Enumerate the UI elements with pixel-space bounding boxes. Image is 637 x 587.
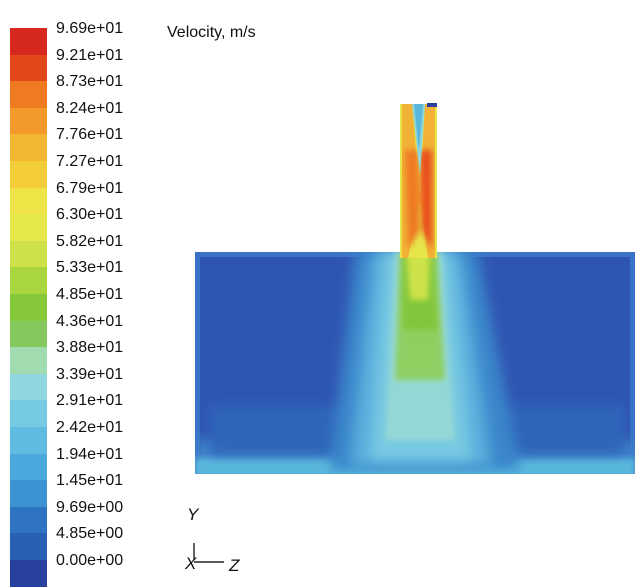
legend-tick-label: 3.88e+01 bbox=[56, 339, 124, 357]
legend-swatch bbox=[10, 28, 47, 56]
legend-tick-label: 5.33e+01 bbox=[56, 259, 124, 277]
legend-swatch bbox=[10, 187, 47, 215]
tank-domain bbox=[195, 252, 635, 474]
legend-tick-label: 6.30e+01 bbox=[56, 206, 124, 224]
legend-swatch bbox=[10, 161, 47, 189]
legend-tick-label: 0.00e+00 bbox=[56, 552, 124, 569]
velocity-title: Velocity, m/s bbox=[167, 24, 256, 41]
legend-tick-label: 1.94e+01 bbox=[56, 445, 124, 463]
legend-tick-label: 7.27e+01 bbox=[56, 153, 124, 170]
axis-triad bbox=[193, 543, 224, 563]
legend-swatch bbox=[10, 506, 47, 534]
nozzle-jet bbox=[400, 104, 437, 258]
legend-tick-label: 9.69e+00 bbox=[56, 498, 124, 516]
legend-swatch bbox=[10, 320, 47, 348]
legend-tick-label: 9.21e+01 bbox=[56, 46, 124, 64]
nozzle-lip bbox=[427, 103, 437, 107]
legend-swatch bbox=[10, 240, 47, 268]
legend-swatch bbox=[10, 294, 47, 322]
legend-swatch bbox=[10, 347, 47, 375]
legend-swatch bbox=[10, 373, 47, 401]
legend-swatch bbox=[10, 81, 47, 109]
legend-swatch bbox=[10, 453, 47, 481]
legend-tick-label: 4.36e+01 bbox=[56, 312, 124, 330]
legend-tick-label: 5.82e+01 bbox=[56, 232, 124, 250]
legend-swatch bbox=[10, 480, 47, 508]
legend-swatch bbox=[10, 107, 47, 135]
axis-x-label: X bbox=[185, 554, 197, 573]
legend-swatch bbox=[10, 533, 47, 561]
legend-swatch bbox=[10, 54, 47, 82]
legend-tick-label: 8.24e+01 bbox=[56, 99, 124, 117]
legend-tick-label: 4.85e+00 bbox=[56, 525, 124, 543]
legend-tick-label: 1.45e+01 bbox=[56, 472, 124, 490]
legend-tick-label: 2.91e+01 bbox=[56, 392, 124, 410]
legend-tick-label: 7.76e+01 bbox=[56, 126, 124, 144]
color-legend: 9.69e+01 9.21e+01 8.73e+01 8.24e+01 7.76e+01… bbox=[0, 0, 180, 587]
axis-y-label: Y bbox=[187, 505, 199, 524]
legend-tick-label: 9.69e+01 bbox=[56, 20, 124, 37]
legend-tick-label: 4.85e+01 bbox=[56, 286, 124, 303]
legend-tick-label: 2.42e+01 bbox=[56, 419, 124, 436]
legend-swatch bbox=[10, 427, 47, 455]
legend-tick-label: 6.79e+01 bbox=[56, 179, 124, 197]
axis-z-label: Z bbox=[229, 556, 240, 575]
legend-tick-label: 3.39e+01 bbox=[56, 365, 124, 383]
legend-swatch bbox=[10, 267, 47, 295]
legend-swatch bbox=[10, 400, 47, 428]
legend-swatch bbox=[10, 214, 47, 242]
legend-tick-label: 8.73e+01 bbox=[56, 73, 124, 91]
legend-swatch bbox=[10, 134, 47, 162]
